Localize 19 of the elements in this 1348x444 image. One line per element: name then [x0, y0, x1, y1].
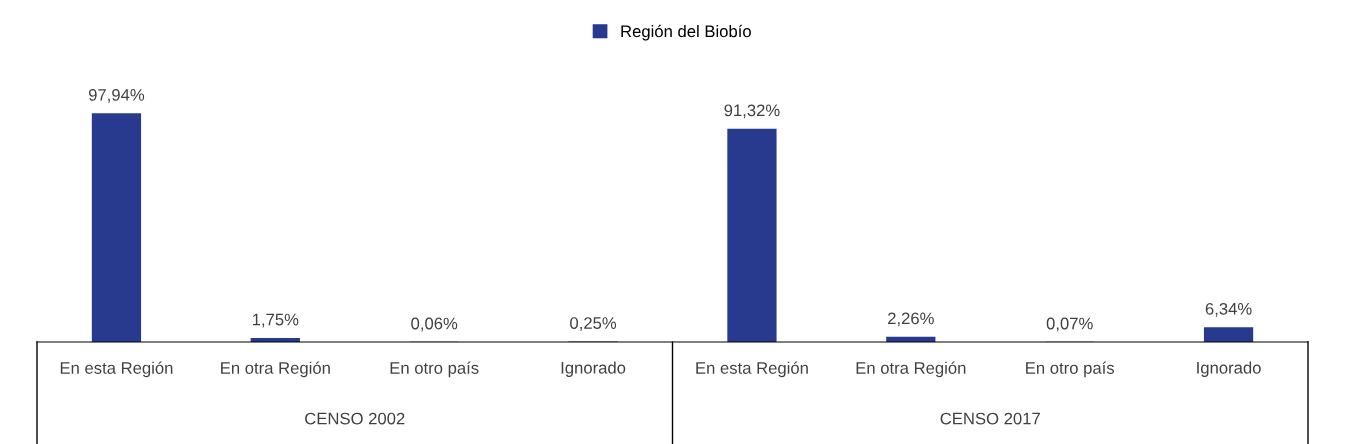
data-label: 2,26% [888, 312, 934, 327]
legend-label: Región del Biobío [621, 24, 751, 41]
x-tick-label: En otra Región [221, 361, 330, 378]
x-tick-label: En otro país [1026, 361, 1115, 378]
data-label: 0,06% [411, 317, 458, 332]
data-label: 6,34% [1205, 302, 1252, 317]
x-tick-label: En otro país [390, 361, 479, 378]
data-label: 91,32% [724, 104, 780, 119]
x-tick-label: En esta Región [60, 361, 173, 378]
x-tick-label: En esta Región [696, 361, 808, 378]
x-tick-label: Ignorado [1197, 361, 1261, 377]
data-label: 1,75% [252, 313, 299, 328]
data-label: 97,94% [88, 88, 145, 103]
data-label: 0,25% [570, 317, 617, 331]
x-tick-label: En otra Región [856, 361, 966, 378]
data-label: 0,07% [1046, 317, 1093, 332]
x-tick-label: Ignorado [561, 361, 626, 377]
text: CENSO 2002 [305, 412, 405, 425]
text: CENSO 2017 [940, 412, 1040, 425]
